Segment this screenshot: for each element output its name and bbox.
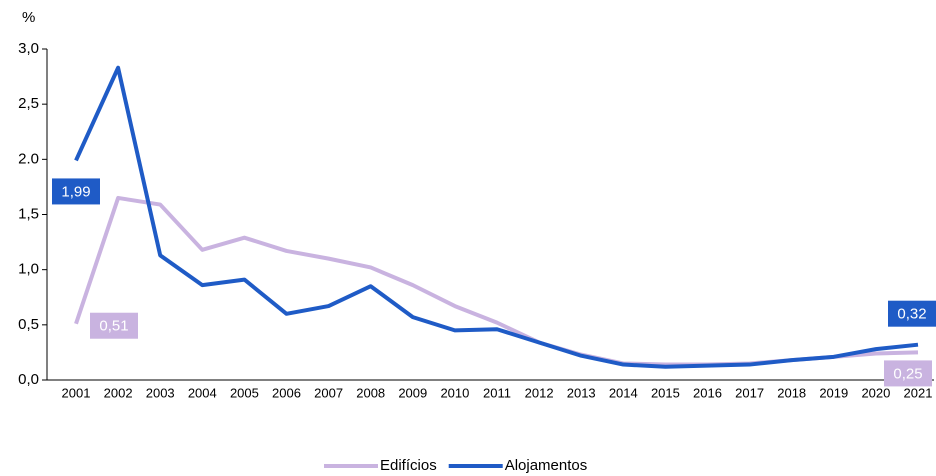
- x-tick-label: 2001: [62, 385, 91, 400]
- x-tick-label: 2003: [146, 385, 175, 400]
- x-tick-label: 2007: [314, 385, 343, 400]
- x-tick-label: 2021: [904, 385, 933, 400]
- x-tick-label: 2019: [819, 385, 848, 400]
- y-tick-label: 0,5: [18, 316, 39, 333]
- y-tick-label: 1,0: [18, 261, 39, 278]
- x-tick-label: 2013: [567, 385, 596, 400]
- x-tick-label: 2011: [483, 385, 511, 400]
- data-label-box: [888, 300, 936, 327]
- data-label-box: [52, 178, 100, 205]
- data-label: 0,25: [893, 365, 922, 382]
- x-tick-label: 2010: [440, 385, 469, 400]
- y-tick-label: 1,5: [18, 205, 39, 222]
- data-label-box: [884, 360, 932, 387]
- x-tick-label: 2015: [651, 385, 680, 400]
- y-axis-label: %: [22, 9, 35, 26]
- x-tick-label: 2012: [525, 385, 554, 400]
- data-label: 0,32: [897, 306, 926, 323]
- x-tick-label: 2018: [777, 385, 806, 400]
- x-tick-label: 2002: [104, 385, 133, 400]
- series-line: [74, 65, 919, 369]
- x-tick-label: 2005: [230, 385, 259, 400]
- x-tick-label: 2020: [861, 385, 890, 400]
- data-label: 0,51: [99, 318, 128, 335]
- data-label-box: [90, 312, 138, 339]
- x-tick-label: 2009: [398, 385, 427, 400]
- x-tick-label: 2006: [272, 385, 301, 400]
- x-tick-label: 2014: [609, 385, 638, 400]
- data-label: 1,99: [61, 183, 90, 200]
- y-tick-label: 2.0: [18, 150, 39, 167]
- legend-label: Edifícios: [380, 457, 437, 474]
- y-tick-label: 0,0: [18, 371, 39, 388]
- x-tick-label: 2008: [356, 385, 385, 400]
- x-tick-label: 2016: [693, 385, 722, 400]
- x-tick-label: 2017: [735, 385, 764, 400]
- x-tick-label: 2004: [188, 385, 217, 400]
- y-tick-label: 3,0: [18, 40, 39, 57]
- legend-label: Alojamentos: [505, 457, 588, 474]
- series-line: [74, 195, 919, 367]
- y-tick-label: 2,5: [18, 95, 39, 112]
